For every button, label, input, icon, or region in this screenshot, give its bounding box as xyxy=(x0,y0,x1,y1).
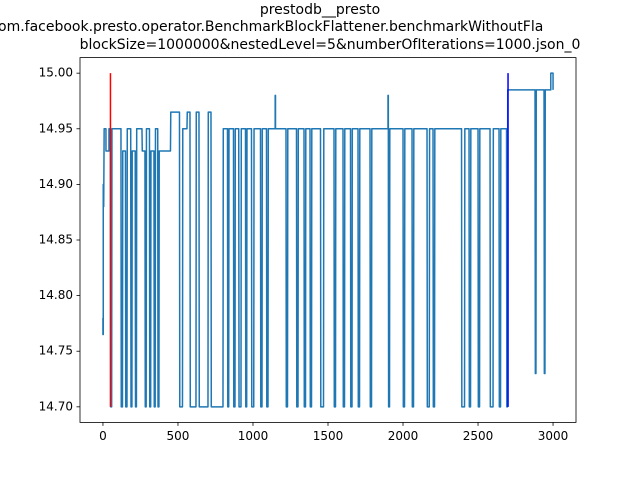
x-tick-label: 500 xyxy=(167,429,190,443)
x-tick-label: 3000 xyxy=(538,429,569,443)
x-tick-label: 0 xyxy=(99,429,107,443)
data-line xyxy=(102,72,554,408)
y-tick-label: 14.85 xyxy=(39,233,73,247)
x-tick-label: 2500 xyxy=(463,429,494,443)
chart-title: prestodb__presto xyxy=(260,2,380,18)
y-tick-label: 14.70 xyxy=(39,399,73,413)
x-tick-label: 1000 xyxy=(238,429,269,443)
plot-frame xyxy=(79,57,577,423)
y-tick-label: 14.75 xyxy=(39,344,73,358)
x-tick-label: 1500 xyxy=(313,429,344,443)
y-tick-label: 15.00 xyxy=(39,66,73,80)
y-tick-label: 14.80 xyxy=(39,288,73,302)
x-tick-label: 2000 xyxy=(388,429,419,443)
chart-title: om.facebook.presto.operator.BenchmarkBlo… xyxy=(0,19,543,35)
y-tick-label: 14.95 xyxy=(39,121,73,135)
y-tick-label: 14.90 xyxy=(39,177,73,191)
chart-title: blockSize=1000000&nestedLevel=5&numberOf… xyxy=(80,37,581,53)
